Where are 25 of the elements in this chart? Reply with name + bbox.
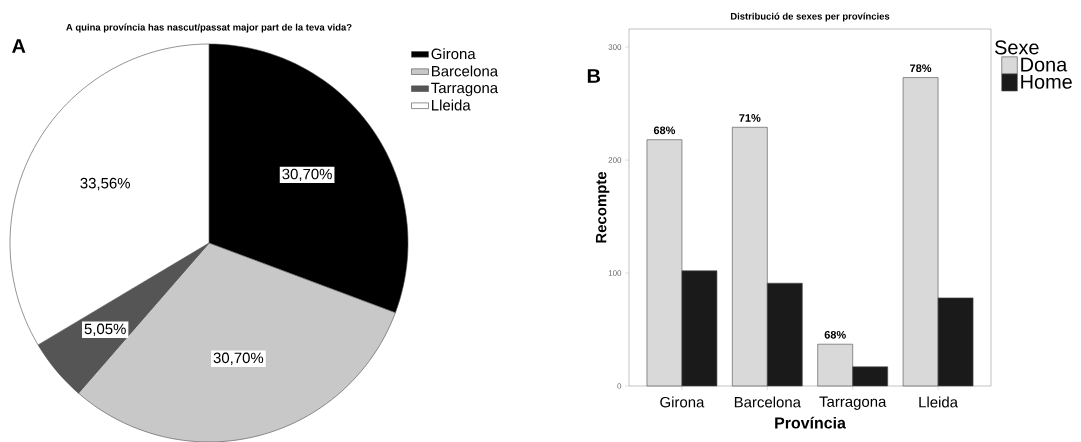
data-label: 33,56% — [80, 177, 130, 191]
data-label: 5,05% — [84, 323, 126, 336]
legend-label: Girona — [431, 48, 476, 60]
text: B — [587, 69, 601, 83]
legend-label: Lleida — [432, 99, 471, 111]
data-label: 30,70% — [282, 168, 332, 182]
annotation: 68% — [653, 126, 676, 135]
legend-title: Sexe — [995, 40, 1039, 55]
x-tick-label: Barcelona — [734, 396, 801, 408]
legend-label: Barcelona — [432, 65, 499, 77]
annotation: 71% — [739, 114, 761, 122]
chart-title: A quina província has nascut/passat major part de la teva vida? — [66, 23, 352, 33]
x-tick-label: Lleida — [919, 396, 959, 408]
x-tick-label: Tarragona — [819, 396, 887, 410]
x-tick-label: Girona — [660, 396, 705, 408]
annotation: 78% — [910, 64, 932, 73]
y-axis-title: Recompte — [595, 171, 610, 243]
legend-label: Home — [1021, 74, 1072, 89]
legend-label: Dona — [1021, 57, 1068, 72]
text: A — [12, 39, 26, 53]
data-label: 30,70% — [213, 352, 264, 365]
chart-title: Distribució de sexes per províncies — [730, 12, 890, 22]
x-axis-title: Província — [775, 416, 846, 429]
annotation: 68% — [824, 330, 846, 339]
legend-label: Tarragona — [431, 82, 499, 97]
